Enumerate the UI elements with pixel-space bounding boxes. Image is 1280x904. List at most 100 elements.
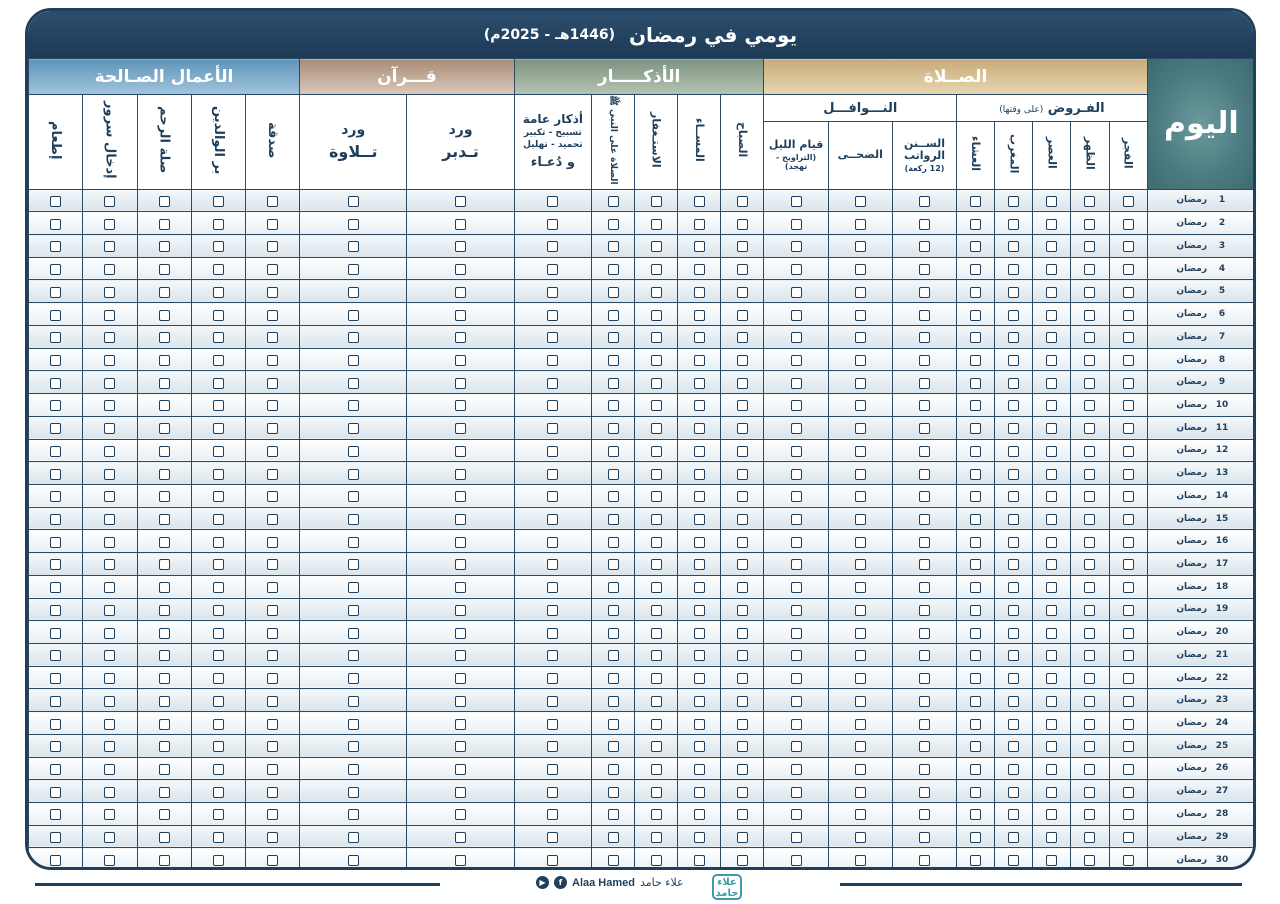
checkbox[interactable]	[970, 536, 982, 548]
checkbox[interactable]	[607, 218, 619, 230]
checkbox[interactable]	[854, 491, 866, 503]
checkbox[interactable]	[547, 718, 559, 730]
checkbox[interactable]	[1008, 491, 1020, 503]
checkbox[interactable]	[50, 355, 62, 366]
checkbox[interactable]	[547, 241, 559, 253]
checkbox[interactable]	[50, 604, 62, 616]
checkbox[interactable]	[50, 673, 62, 685]
checkbox[interactable]	[347, 445, 359, 457]
checkbox[interactable]	[854, 514, 866, 526]
checkbox[interactable]	[1046, 718, 1058, 730]
checkbox[interactable]	[693, 763, 705, 775]
checkbox[interactable]	[736, 582, 748, 594]
checkbox[interactable]	[1046, 650, 1058, 662]
checkbox[interactable]	[158, 309, 170, 321]
facebook-icon[interactable]: f	[554, 876, 567, 889]
checkbox[interactable]	[854, 536, 866, 548]
checkbox[interactable]	[158, 264, 170, 276]
checkbox[interactable]	[1008, 832, 1020, 844]
checkbox[interactable]	[1084, 468, 1096, 480]
checkbox[interactable]	[1122, 650, 1134, 662]
checkbox[interactable]	[347, 536, 359, 548]
checkbox[interactable]	[266, 604, 278, 616]
checkbox[interactable]	[212, 445, 224, 457]
checkbox[interactable]	[1084, 400, 1096, 412]
checkbox[interactable]	[50, 763, 62, 775]
checkbox[interactable]	[1122, 195, 1134, 207]
checkbox[interactable]	[1122, 400, 1134, 412]
checkbox[interactable]	[607, 809, 619, 821]
checkbox[interactable]	[693, 423, 705, 435]
checkbox[interactable]	[1046, 468, 1058, 480]
checkbox[interactable]	[1008, 741, 1020, 753]
checkbox[interactable]	[693, 673, 705, 685]
checkbox[interactable]	[104, 809, 116, 821]
checkbox[interactable]	[158, 786, 170, 798]
checkbox[interactable]	[1084, 491, 1096, 503]
checkbox[interactable]	[104, 355, 116, 366]
checkbox[interactable]	[347, 514, 359, 526]
checkbox[interactable]	[266, 809, 278, 821]
checkbox[interactable]	[650, 559, 662, 571]
checkbox[interactable]	[919, 763, 930, 775]
checkbox[interactable]	[1046, 536, 1058, 548]
checkbox[interactable]	[919, 695, 930, 707]
checkbox[interactable]	[790, 309, 802, 321]
checkbox[interactable]	[1008, 650, 1020, 662]
checkbox[interactable]	[212, 264, 224, 276]
checkbox[interactable]	[1084, 445, 1096, 457]
checkbox[interactable]	[455, 309, 467, 321]
checkbox[interactable]	[1046, 286, 1058, 298]
checkbox[interactable]	[1008, 604, 1020, 616]
checkbox[interactable]	[736, 832, 748, 844]
checkbox[interactable]	[212, 627, 224, 639]
checkbox[interactable]	[736, 286, 748, 298]
checkbox[interactable]	[970, 832, 982, 844]
checkbox[interactable]	[1122, 491, 1134, 503]
checkbox[interactable]	[158, 650, 170, 662]
checkbox[interactable]	[736, 536, 748, 548]
checkbox[interactable]	[212, 673, 224, 685]
checkbox[interactable]	[1084, 650, 1096, 662]
checkbox[interactable]	[104, 468, 116, 480]
checkbox[interactable]	[212, 855, 224, 867]
checkbox[interactable]	[919, 741, 930, 753]
checkbox[interactable]	[650, 468, 662, 480]
checkbox[interactable]	[607, 786, 619, 798]
checkbox[interactable]	[607, 332, 619, 344]
checkbox[interactable]	[50, 309, 62, 321]
checkbox[interactable]	[1008, 377, 1020, 389]
checkbox[interactable]	[790, 491, 802, 503]
checkbox[interactable]	[919, 832, 930, 844]
checkbox[interactable]	[919, 491, 930, 503]
checkbox[interactable]	[158, 627, 170, 639]
checkbox[interactable]	[970, 332, 982, 344]
checkbox[interactable]	[1046, 264, 1058, 276]
checkbox[interactable]	[347, 832, 359, 844]
checkbox[interactable]	[919, 650, 930, 662]
checkbox[interactable]	[104, 650, 116, 662]
checkbox[interactable]	[854, 309, 866, 321]
checkbox[interactable]	[1046, 309, 1058, 321]
checkbox[interactable]	[1008, 536, 1020, 548]
checkbox[interactable]	[650, 855, 662, 867]
checkbox[interactable]	[736, 445, 748, 457]
checkbox[interactable]	[854, 423, 866, 435]
checkbox[interactable]	[212, 718, 224, 730]
checkbox[interactable]	[104, 832, 116, 844]
checkbox[interactable]	[547, 604, 559, 616]
checkbox[interactable]	[650, 195, 662, 207]
checkbox[interactable]	[650, 400, 662, 412]
checkbox[interactable]	[970, 604, 982, 616]
checkbox[interactable]	[693, 491, 705, 503]
checkbox[interactable]	[790, 832, 802, 844]
checkbox[interactable]	[1084, 241, 1096, 253]
checkbox[interactable]	[212, 468, 224, 480]
checkbox[interactable]	[607, 445, 619, 457]
checkbox[interactable]	[50, 400, 62, 412]
checkbox[interactable]	[854, 332, 866, 344]
checkbox[interactable]	[650, 445, 662, 457]
checkbox[interactable]	[266, 855, 278, 867]
checkbox[interactable]	[1084, 514, 1096, 526]
checkbox[interactable]	[266, 218, 278, 230]
